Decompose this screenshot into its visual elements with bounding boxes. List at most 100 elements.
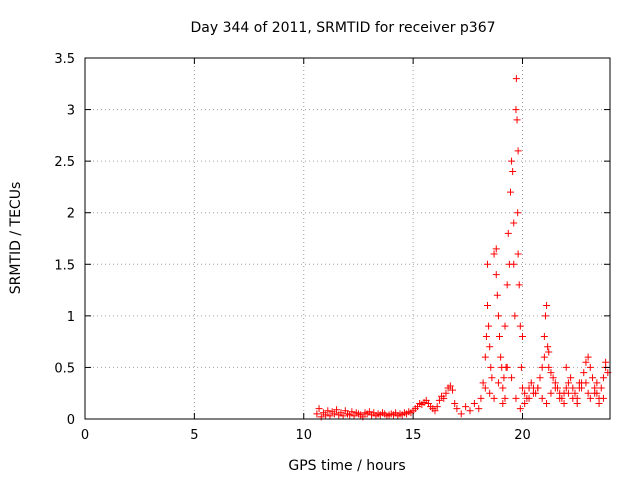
data-point — [513, 116, 521, 124]
x-tick-label: 0 — [81, 428, 89, 443]
y-tick-label: 3 — [67, 104, 75, 119]
data-point — [496, 332, 504, 340]
y-tick-label: 0 — [67, 413, 75, 428]
data-point — [573, 400, 581, 408]
plot-frame — [84, 57, 611, 420]
data-point — [536, 374, 544, 382]
data-points — [313, 75, 612, 421]
data-point — [501, 322, 509, 330]
data-point — [545, 363, 553, 371]
data-point — [597, 384, 605, 392]
data-point — [547, 369, 555, 377]
chart-title: Day 344 of 2011, SRMTID for receiver p36… — [190, 20, 495, 36]
data-point — [556, 394, 564, 402]
data-point — [529, 389, 537, 397]
data-point — [481, 384, 489, 392]
data-point — [440, 394, 448, 402]
data-point — [538, 394, 546, 402]
data-point — [514, 250, 522, 258]
data-point — [510, 260, 518, 268]
data-point — [582, 379, 590, 387]
data-point — [512, 394, 520, 402]
data-point — [586, 363, 594, 371]
data-point — [492, 245, 500, 253]
data-point — [602, 358, 610, 366]
data-point — [490, 250, 498, 258]
data-point — [494, 379, 502, 387]
data-point — [486, 343, 494, 351]
data-point — [488, 374, 496, 382]
data-point — [534, 384, 542, 392]
data-point — [484, 302, 491, 310]
data-point — [484, 260, 491, 268]
data-point — [547, 389, 555, 397]
data-point — [521, 400, 529, 408]
data-point — [571, 389, 579, 397]
data-point — [339, 412, 347, 420]
data-point — [519, 332, 526, 340]
data-point — [493, 291, 501, 299]
data-point — [504, 229, 512, 237]
data-point — [510, 219, 518, 227]
data-point — [466, 407, 474, 415]
data-point — [481, 353, 489, 361]
data-point — [591, 389, 599, 397]
data-point — [589, 374, 596, 382]
data-point — [451, 400, 459, 408]
data-point — [313, 410, 321, 418]
y-tick-label: 2 — [67, 207, 75, 222]
data-point — [499, 384, 507, 392]
data-point — [475, 405, 483, 413]
x-tick-label: 5 — [190, 428, 198, 443]
data-point — [506, 188, 514, 196]
data-point — [333, 406, 341, 414]
data-point — [453, 405, 461, 413]
data-point — [515, 281, 523, 289]
data-point — [516, 405, 524, 413]
data-point — [482, 332, 490, 340]
data-point — [503, 363, 511, 371]
data-point — [433, 403, 441, 411]
data-point — [508, 374, 516, 382]
data-point — [541, 312, 549, 320]
data-point — [540, 332, 548, 340]
y-axis-label: SRMTID / TECUs — [8, 182, 24, 295]
data-point — [564, 389, 572, 397]
data-point — [501, 394, 509, 402]
data-point — [499, 400, 507, 408]
data-point — [538, 363, 546, 371]
data-point — [586, 394, 594, 402]
y-tick-label: 0.5 — [54, 361, 75, 376]
data-point — [485, 322, 493, 330]
data-point — [442, 389, 450, 397]
data-point — [324, 407, 332, 415]
data-point — [497, 353, 505, 361]
data-point — [446, 382, 454, 390]
data-point — [560, 400, 568, 408]
data-point — [470, 400, 478, 408]
data-point — [514, 209, 522, 217]
data-point — [503, 281, 511, 289]
data-point — [551, 384, 559, 392]
data-point — [477, 394, 485, 402]
data-point — [540, 353, 548, 361]
data-point — [500, 374, 508, 382]
data-point — [511, 312, 519, 320]
data-point — [521, 389, 529, 397]
x-tick-label: 15 — [405, 428, 422, 443]
data-point — [449, 386, 456, 394]
y-tick-label: 1 — [67, 310, 75, 325]
data-point — [490, 394, 498, 402]
data-point — [516, 322, 524, 330]
y-tick-label: 2.5 — [54, 155, 75, 170]
data-point — [569, 394, 577, 402]
data-point — [457, 410, 465, 418]
data-point — [348, 408, 356, 416]
data-point — [517, 363, 525, 371]
data-point — [525, 394, 533, 402]
data-point — [326, 412, 334, 420]
data-point — [582, 358, 590, 366]
data-point — [315, 405, 323, 413]
data-point — [593, 379, 601, 387]
